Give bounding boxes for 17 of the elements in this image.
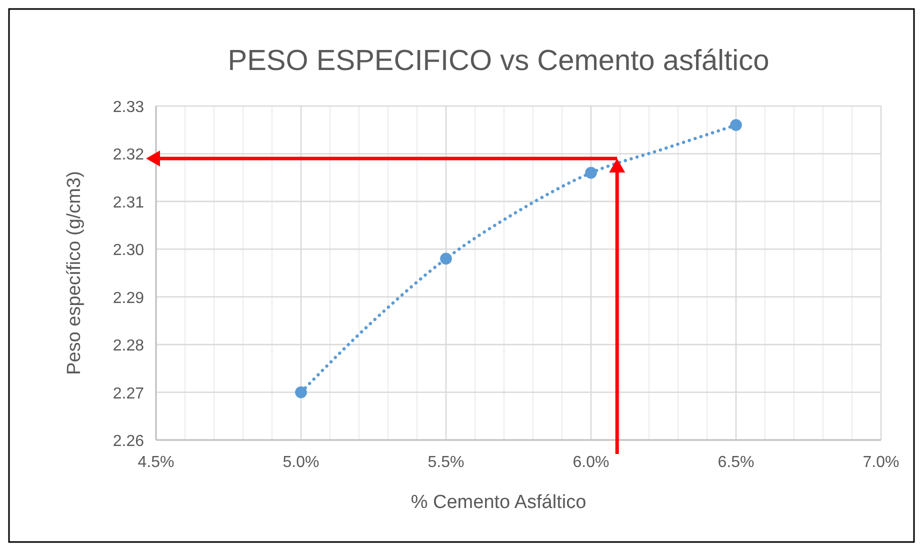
chart-title: PESO ESPECIFICO vs Cemento asfáltico xyxy=(228,45,770,77)
y-tick-label: 2.29 xyxy=(112,290,144,307)
y-tick-label: 2.27 xyxy=(112,385,144,402)
y-tick-label: 2.26 xyxy=(112,433,144,450)
y-tick-label: 2.33 xyxy=(112,99,144,116)
y-tick-label: 2.30 xyxy=(112,242,144,260)
x-tick-label: 6.5% xyxy=(718,454,754,471)
x-tick-label: 6.0% xyxy=(572,454,610,471)
x-tick-label: 4.5% xyxy=(138,454,174,471)
y-tick-label: 2.28 xyxy=(112,338,144,355)
x-tick-label: 5.5% xyxy=(428,454,464,471)
x-tick-label: 5.0% xyxy=(282,454,320,471)
y-tick-label: 2.31 xyxy=(112,194,144,212)
y-tick-label: 2.32 xyxy=(112,146,144,164)
x-axis-title: % Cemento Asfáltico xyxy=(410,492,586,513)
y-axis-title: Peso específico (g/cm3) xyxy=(64,171,85,375)
x-tick-label: 7.0% xyxy=(862,454,900,471)
